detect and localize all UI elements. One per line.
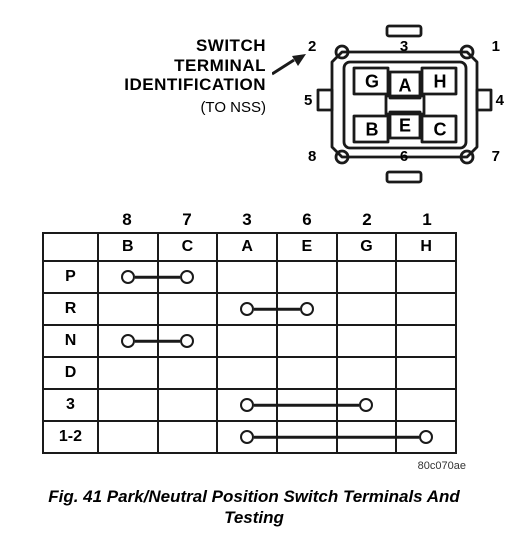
terminal-B: B: [366, 120, 379, 141]
row-label: 1-2: [43, 421, 98, 453]
table-cell: [337, 357, 397, 389]
colterm-4: G: [337, 233, 397, 261]
colterm-0: B: [98, 233, 158, 261]
table-cell: [277, 325, 337, 357]
continuity-table-area: 8 7 3 6 2 1 B C A E G H PRND31-2: [12, 210, 496, 454]
table-cell: [337, 293, 397, 325]
label-sub: (TO NSS): [12, 99, 266, 116]
row-label: 3: [43, 389, 98, 421]
colpin-0: 8: [97, 210, 157, 230]
table-cell: [337, 325, 397, 357]
colpin-1: 7: [157, 210, 217, 230]
pin-1: 1: [492, 38, 500, 55]
switch-label: SWITCH TERMINAL IDENTIFICATION (TO NSS): [12, 12, 266, 116]
connector-diagram: 1 2 3 4 5 6 7 8 G H A E B C: [312, 12, 496, 196]
pin-6: 6: [400, 148, 408, 165]
table-row: 1-2: [43, 421, 456, 453]
table-row: R: [43, 293, 456, 325]
table-cell: [217, 293, 277, 325]
table-cell: [158, 357, 218, 389]
table-cell: [98, 357, 158, 389]
caption-line-2: Testing: [224, 508, 284, 527]
table-cell: [396, 389, 456, 421]
pin-4: 4: [496, 92, 504, 109]
label-line-2: TERMINAL: [12, 56, 266, 76]
pin-7: 7: [492, 148, 500, 165]
colpin-2: 3: [217, 210, 277, 230]
table-cell: [396, 357, 456, 389]
table-cell: [98, 293, 158, 325]
header-row: B C A E G H: [43, 233, 456, 261]
row-label: D: [43, 357, 98, 389]
table-cell: [396, 261, 456, 293]
colterm-3: E: [277, 233, 337, 261]
table-cell: [98, 261, 158, 293]
colpin-5: 1: [397, 210, 457, 230]
table-cell: [158, 293, 218, 325]
column-pin-numbers: 8 7 3 6 2 1: [42, 210, 496, 230]
colpin-3: 6: [277, 210, 337, 230]
table-cell: [98, 421, 158, 453]
pin-5: 5: [304, 92, 312, 109]
table-cell: [158, 389, 218, 421]
table-cell: [277, 389, 337, 421]
terminal-E: E: [399, 116, 411, 137]
table-cell: [98, 325, 158, 357]
table-row: N: [43, 325, 456, 357]
table-cell: [337, 421, 397, 453]
label-line-3: IDENTIFICATION: [12, 75, 266, 95]
label-line-1: SWITCH: [12, 36, 266, 56]
table-cell: [217, 357, 277, 389]
table-row: 3: [43, 389, 456, 421]
figure-caption: Fig. 41 Park/Neutral Position Switch Ter…: [12, 486, 496, 529]
table-cell: [217, 389, 277, 421]
terminal-A: A: [399, 76, 412, 97]
row-label: R: [43, 293, 98, 325]
reference-code: 80c070ae: [12, 460, 466, 472]
arrow-icon: [272, 12, 306, 80]
colterm-1: C: [158, 233, 218, 261]
row-label: N: [43, 325, 98, 357]
table-cell: [158, 325, 218, 357]
colterm-5: H: [396, 233, 456, 261]
figure-root: SWITCH TERMINAL IDENTIFICATION (TO NSS): [12, 12, 496, 529]
table-cell: [98, 389, 158, 421]
table-cell: [396, 325, 456, 357]
pin-3: 3: [400, 38, 408, 55]
table-cell: [277, 357, 337, 389]
terminal-H: H: [434, 72, 447, 93]
top-row: SWITCH TERMINAL IDENTIFICATION (TO NSS): [12, 12, 496, 196]
continuity-table: B C A E G H PRND31-2: [42, 232, 457, 454]
table-cell: [337, 261, 397, 293]
pin-2: 2: [308, 38, 316, 55]
table-cell: [217, 325, 277, 357]
table-cell: [277, 261, 337, 293]
colpin-4: 2: [337, 210, 397, 230]
terminal-C: C: [434, 120, 447, 141]
table-cell: [396, 293, 456, 325]
terminal-G: G: [365, 72, 379, 93]
colterm-2: A: [217, 233, 277, 261]
table-row: P: [43, 261, 456, 293]
table-cell: [217, 421, 277, 453]
table-cell: [396, 421, 456, 453]
table-cell: [158, 421, 218, 453]
table-cell: [277, 421, 337, 453]
table-cell: [337, 389, 397, 421]
table-cell: [217, 261, 277, 293]
caption-line-1: Fig. 41 Park/Neutral Position Switch Ter…: [48, 487, 460, 506]
table-cell: [158, 261, 218, 293]
pin-8: 8: [308, 148, 316, 165]
table-cell: [277, 293, 337, 325]
row-label: P: [43, 261, 98, 293]
table-row: D: [43, 357, 456, 389]
